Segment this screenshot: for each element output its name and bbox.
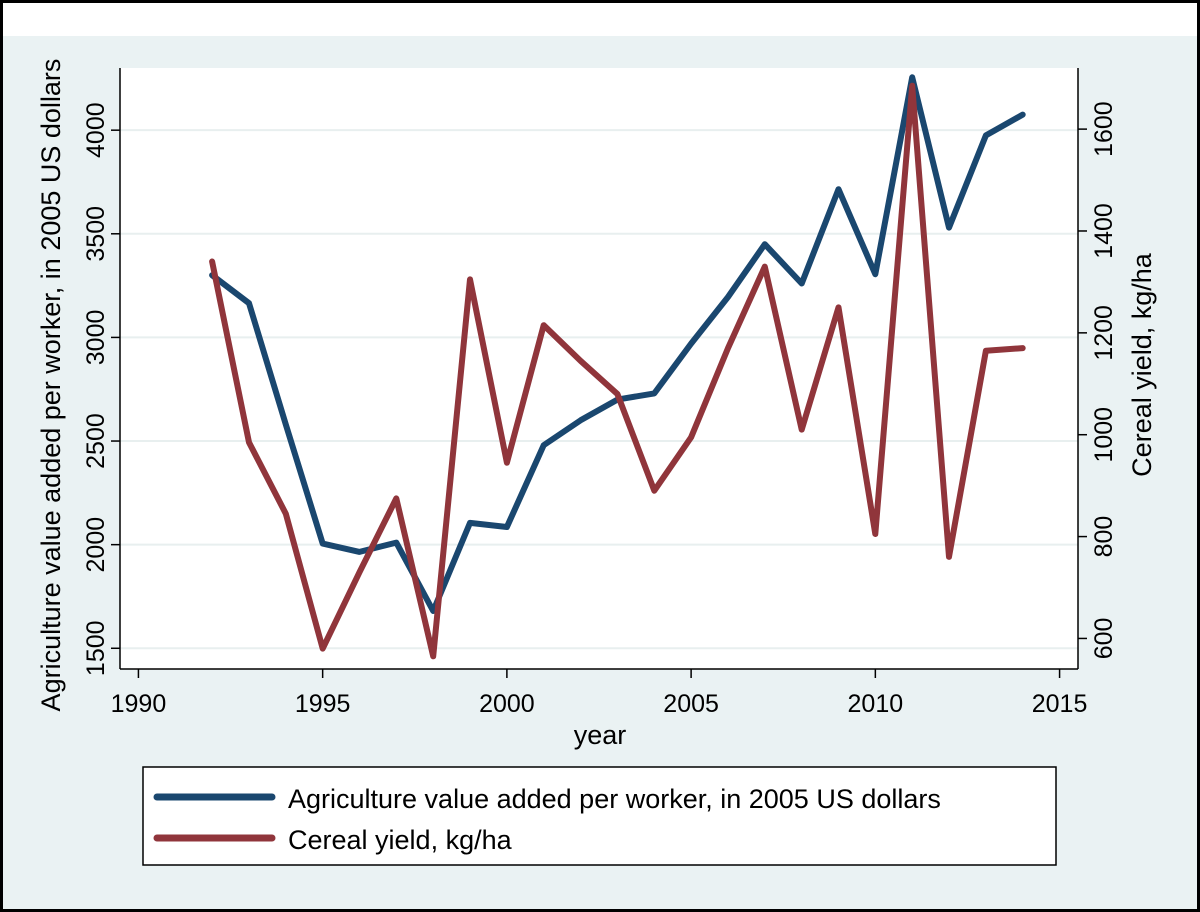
legend-label-cereal-yield: Cereal yield, kg/ha: [288, 825, 513, 855]
left-axis-ticks: 1500 2000 2500 3000 3500 4000: [82, 102, 120, 676]
right-tick-label: 1200: [1090, 305, 1118, 361]
right-axis-ticks: 600 800 1000 1200 1400 1600: [1078, 101, 1118, 659]
x-axis-ticks: 1990 1995 2000 2005 2010 2015: [111, 669, 1088, 718]
left-tick-label: 4000: [82, 102, 110, 158]
right-tick-label: 1400: [1090, 203, 1118, 259]
right-tick-label: 1600: [1090, 101, 1118, 157]
left-tick-label: 1500: [82, 620, 110, 676]
legend: Agriculture value added per worker, in 2…: [142, 766, 1057, 866]
left-tick-label: 2000: [82, 517, 110, 573]
x-tick-label: 2005: [663, 690, 719, 718]
left-axis-title: Agriculture value added per worker, in 2…: [36, 59, 66, 712]
x-tick-label: 2000: [479, 690, 535, 718]
x-tick-label: 2015: [1032, 690, 1088, 718]
x-tick-label: 1990: [111, 690, 167, 718]
right-tick-label: 600: [1090, 618, 1118, 660]
x-tick-label: 1995: [295, 690, 351, 718]
legend-box: [142, 766, 1057, 866]
legend-label-agriculture-value: Agriculture value added per worker, in 2…: [288, 784, 941, 814]
right-tick-label: 1000: [1090, 407, 1118, 463]
x-axis-title: year: [574, 720, 627, 750]
left-tick-label: 3000: [82, 310, 110, 366]
right-axis-title: Cereal yield, kg/ha: [1127, 252, 1157, 477]
top-strip: [0, 0, 1200, 36]
series-line-cereal-yield: [209, 82, 1026, 660]
left-tick-label: 3500: [82, 206, 110, 262]
left-tick-label: 2500: [82, 413, 110, 469]
series-lines: [209, 74, 1026, 660]
right-tick-label: 800: [1090, 516, 1118, 558]
x-tick-label: 2010: [848, 690, 904, 718]
